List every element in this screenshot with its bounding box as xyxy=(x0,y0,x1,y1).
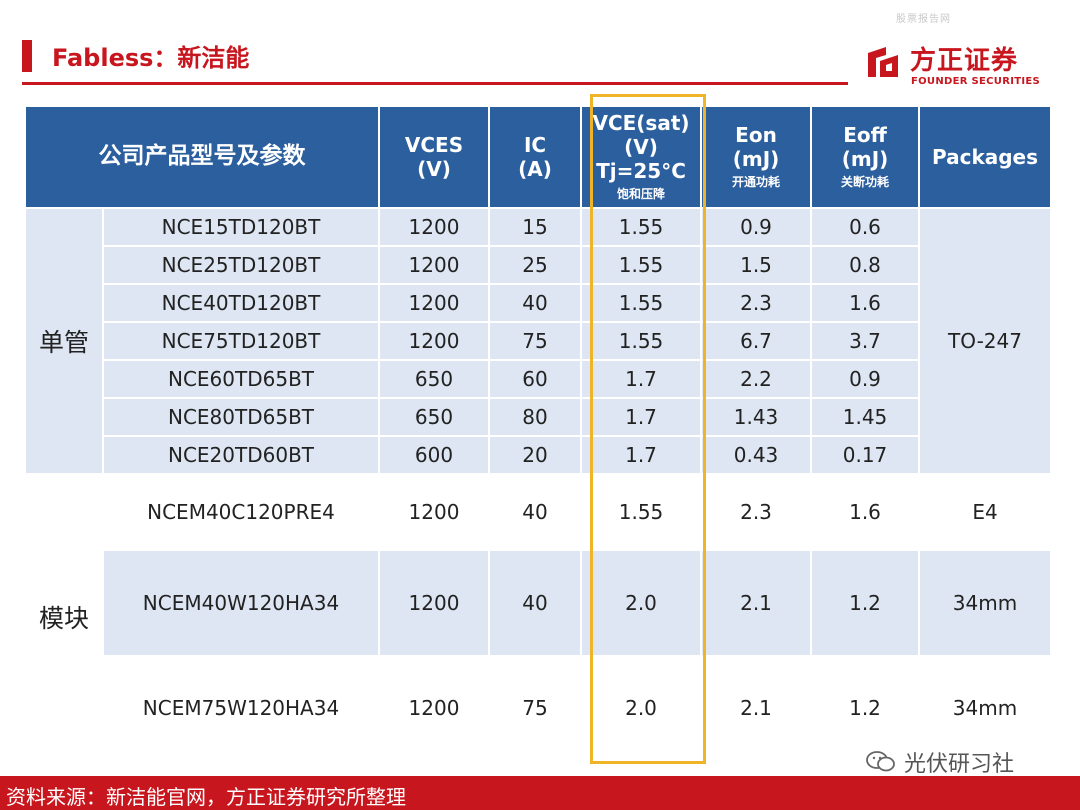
founder-logo-icon xyxy=(868,47,898,77)
cell-model: NCE40TD120BT xyxy=(102,283,380,323)
cell-eon: 2.1 xyxy=(700,549,812,657)
cell-model: NCEM40W120HA34 xyxy=(102,549,380,657)
cell-model: NCE20TD60BT xyxy=(102,435,380,475)
cell-ic: 75 xyxy=(488,321,582,361)
cell-vce: 1.55 xyxy=(580,207,702,247)
brand-name: 光伏研习社 xyxy=(904,752,1015,777)
group-module: 模块 xyxy=(24,473,104,761)
cell-eoff: 1.2 xyxy=(810,655,920,761)
cell-eon: 6.7 xyxy=(700,321,812,361)
cell-model: NCE15TD120BT xyxy=(102,207,380,247)
table-row: NCE75TD120BT 1200 75 1.55 6.7 3.7 xyxy=(25,321,1051,361)
product-params-table: 公司产品型号及参数 VCES (V) IC (A) VCE(sat) (V) Tj=25… xyxy=(24,105,1052,761)
cell-vce: 1.7 xyxy=(580,435,702,475)
cell-ic: 40 xyxy=(488,283,582,323)
cell-eon: 2.2 xyxy=(700,359,812,399)
header-eoff: Eoff (mJ) 关断功耗 xyxy=(810,105,920,209)
wechat-icon xyxy=(866,751,895,772)
cell-ic: 75 xyxy=(488,655,582,761)
group-single: 单管 xyxy=(24,207,104,475)
header-packages: Packages xyxy=(918,105,1052,209)
cell-package: 34mm xyxy=(918,655,1052,761)
cell-vce: 2.0 xyxy=(580,655,702,761)
cell-package-single: TO-247 xyxy=(918,207,1052,475)
cell-ic: 20 xyxy=(488,435,582,475)
cell-vce: 1.55 xyxy=(580,245,702,285)
cell-vces: 1200 xyxy=(378,549,490,657)
table-row: NCE20TD60BT 600 20 1.7 0.43 0.17 xyxy=(25,435,1051,475)
header-vces: VCES (V) xyxy=(378,105,490,209)
cell-vce: 1.55 xyxy=(580,473,702,551)
header-product: 公司产品型号及参数 xyxy=(24,105,380,209)
cell-eoff: 0.8 xyxy=(810,245,920,285)
logo-chinese-name: 方正证券 xyxy=(910,46,1019,76)
table-row: NCE80TD65BT 650 80 1.7 1.43 1.45 xyxy=(25,397,1051,437)
cell-ic: 60 xyxy=(488,359,582,399)
cell-model: NCE75TD120BT xyxy=(102,321,380,361)
cell-ic: 40 xyxy=(488,473,582,551)
header-ic: IC (A) xyxy=(488,105,582,209)
cell-eoff: 3.7 xyxy=(810,321,920,361)
cell-model: NCE25TD120BT xyxy=(102,245,380,285)
cell-eon: 2.1 xyxy=(700,655,812,761)
cell-model: NCEM40C120PRE4 xyxy=(102,473,380,551)
cell-package: 34mm xyxy=(918,549,1052,657)
page-title: Fabless：新洁能 xyxy=(52,44,250,72)
cell-vce: 1.55 xyxy=(580,283,702,323)
source-note: 资料来源：新洁能官网，方正证券研究所整理 xyxy=(6,785,406,809)
cell-vces: 600 xyxy=(378,435,490,475)
header-vce-sat: VCE(sat) (V) Tj=25°C 饱和压降 xyxy=(580,105,702,209)
cell-eon: 2.3 xyxy=(700,283,812,323)
logo-english-name: FOUNDER SECURITIES xyxy=(911,76,1041,87)
cell-model: NCE60TD65BT xyxy=(102,359,380,399)
header-eon: Eon (mJ) 开通功耗 xyxy=(700,105,812,209)
cell-vce: 2.0 xyxy=(580,549,702,657)
cell-package: E4 xyxy=(918,473,1052,551)
cell-eoff: 1.2 xyxy=(810,549,920,657)
table-row: 单管 NCE15TD120BT 1200 15 1.55 0.9 0.6 TO-… xyxy=(24,207,1052,475)
cell-eoff: 0.6 xyxy=(810,207,920,247)
cell-eon: 1.43 xyxy=(700,397,812,437)
cell-vces: 650 xyxy=(378,359,490,399)
cell-vce: 1.7 xyxy=(580,397,702,437)
cell-eoff: 0.17 xyxy=(810,435,920,475)
cell-eoff: 1.6 xyxy=(810,473,920,551)
cell-ic: 40 xyxy=(488,549,582,657)
cell-eon: 1.5 xyxy=(700,245,812,285)
cell-vces: 1200 xyxy=(378,473,490,551)
table-row: NCE40TD120BT 1200 40 1.55 2.3 1.6 xyxy=(25,283,1051,323)
table-row: NCEM75W120HA34 1200 75 2.0 2.1 1.2 34mm xyxy=(25,655,1052,761)
cell-ic: 25 xyxy=(488,245,582,285)
cell-vces: 1200 xyxy=(378,245,490,285)
cell-model: NCEM75W120HA34 xyxy=(102,655,380,761)
cell-eoff: 1.6 xyxy=(810,283,920,323)
title-accent-bar xyxy=(22,40,32,72)
cell-eon: 0.43 xyxy=(700,435,812,475)
cell-vces: 650 xyxy=(378,397,490,437)
top-watermark: 股票报告网 xyxy=(896,14,951,25)
cell-vces: 1200 xyxy=(378,321,490,361)
cell-eoff: 0.9 xyxy=(810,359,920,399)
table-row: NCE60TD65BT 650 60 1.7 2.2 0.9 xyxy=(25,359,1051,399)
cell-ic: 15 xyxy=(488,207,582,247)
table-row: NCEM40W120HA34 1200 40 2.0 2.1 1.2 34mm xyxy=(25,549,1052,657)
title-divider xyxy=(22,82,848,85)
cell-eon: 2.3 xyxy=(700,473,812,551)
table-row: 模块 NCEM40C120PRE4 1200 40 1.55 2.3 1.6 E… xyxy=(24,473,1052,761)
cell-model: NCE80TD65BT xyxy=(102,397,380,437)
brand-watermark: 光伏研习社 xyxy=(866,746,1014,778)
table-row: NCE25TD120BT 1200 25 1.55 1.5 0.8 xyxy=(25,245,1051,285)
table-header-row: 公司产品型号及参数 VCES (V) IC (A) VCE(sat) (V) Tj=25… xyxy=(24,105,1052,209)
cell-eon: 0.9 xyxy=(700,207,812,247)
footer-bar xyxy=(0,776,1080,810)
cell-vces: 1200 xyxy=(378,655,490,761)
cell-vce: 1.7 xyxy=(580,359,702,399)
cell-vces: 1200 xyxy=(378,283,490,323)
cell-vce: 1.55 xyxy=(580,321,702,361)
cell-eoff: 1.45 xyxy=(810,397,920,437)
cell-vces: 1200 xyxy=(378,207,490,247)
cell-ic: 80 xyxy=(488,397,582,437)
